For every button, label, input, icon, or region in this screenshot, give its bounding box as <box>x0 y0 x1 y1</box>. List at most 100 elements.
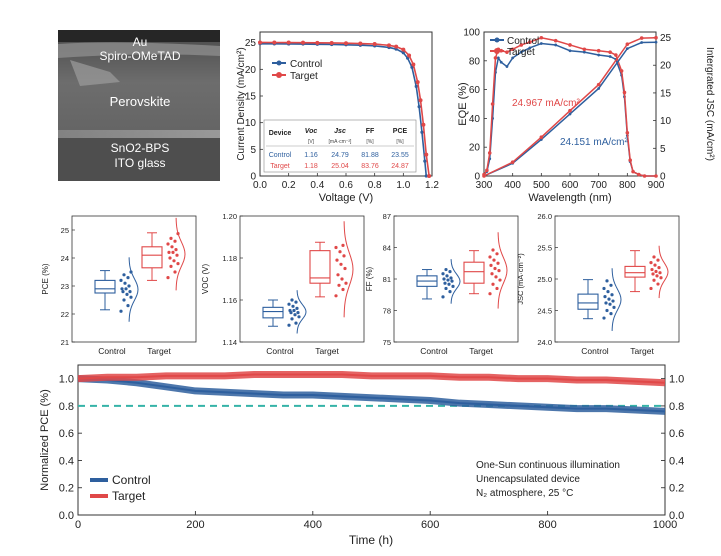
jsc-xtick-label-control: Control <box>581 346 609 356</box>
stability-y2tick-label: 0.2 <box>669 483 684 495</box>
jsc-target-point <box>656 258 660 262</box>
ff-target-point <box>491 282 495 286</box>
jv-legend-target: Target <box>290 71 318 82</box>
jsc-target-point <box>659 276 663 280</box>
jsc-target-point <box>656 282 660 286</box>
eqe-target-point <box>637 172 641 177</box>
ff-control-distribution <box>450 259 461 304</box>
jv-table-u-voc: [V] <box>308 139 315 145</box>
eqe-y2tick-label: 25 <box>660 33 672 44</box>
jsc-target-point <box>652 255 656 259</box>
ff-boxplot: 75 78 81 84 87 Control Target FF (%) <box>365 212 519 356</box>
voc-control-point <box>294 321 298 325</box>
jsc-xtick-label-target: Target <box>630 346 654 356</box>
eqe-control-point <box>539 42 543 45</box>
jsc-control-point <box>602 316 606 320</box>
jv-ytick-label: 20 <box>245 65 257 76</box>
eqe-xtick-label: 600 <box>562 180 579 191</box>
jsc-control-point <box>602 286 606 291</box>
voc-control-distribution <box>296 290 307 334</box>
pce-target-point <box>166 242 170 246</box>
sem-layer-spiro: Spiro-OMeTAD <box>99 49 180 63</box>
stability-annotation-1: One-Sun continuous illumination <box>476 460 620 471</box>
voc-xtick-label-control: Control <box>266 346 294 356</box>
stability-y2tick-label: 0.6 <box>669 428 684 440</box>
voc-control-point <box>290 298 294 302</box>
jv-legend-control: Control <box>290 59 322 70</box>
jsc-control-distribution <box>611 268 622 331</box>
pce-control-point <box>127 284 131 288</box>
jv-table-u-pce: [%] <box>396 139 404 145</box>
jsc-control-point <box>611 299 615 303</box>
jsc-control-box <box>577 293 599 310</box>
jsc-control-point <box>610 293 614 297</box>
voc-ytick-label: 1.14 <box>222 338 237 347</box>
eqe-jsc-control-point <box>654 40 658 44</box>
ff-target-point <box>498 278 502 282</box>
ff-target-point <box>489 263 493 267</box>
jsc-ytick-label: 24.5 <box>537 307 552 316</box>
jsc-control-point <box>603 295 607 299</box>
pce-boxplot: 21 22 23 24 25 Control Target PCE (%) <box>41 215 197 356</box>
pce-target-point <box>166 276 170 280</box>
stability-ytick-label: 1.0 <box>59 374 74 386</box>
ff-control-point <box>445 274 449 278</box>
eqe-target-point <box>505 50 509 54</box>
pce-target-point <box>174 248 178 252</box>
jv-control-point <box>423 159 427 163</box>
jv-ytick-label: 5 <box>250 145 256 156</box>
eqe-annotation-target: 24.967 mA/cm² <box>512 98 580 109</box>
jv-target-point <box>421 122 426 127</box>
jv-target-point <box>344 41 348 46</box>
pce-target-point <box>169 264 173 268</box>
pce-control-point <box>123 281 127 285</box>
stability-ytick-label: 0.2 <box>59 483 74 495</box>
eqe-target-point <box>490 102 495 106</box>
jsc-target-distribution <box>658 245 669 299</box>
jv-xtick-label: 0.8 <box>368 180 382 191</box>
voc-target-distribution <box>343 221 354 318</box>
pce-target-point <box>173 270 177 274</box>
pce-control-point <box>119 278 123 282</box>
jv-table-target-ff: 83.76 <box>361 163 379 170</box>
jv-target-point <box>315 40 320 45</box>
jsc-target-point <box>650 267 654 272</box>
jsc-control-point <box>605 308 609 313</box>
eqe-ytick-label: 60 <box>469 85 481 96</box>
voc-target-point <box>340 277 344 281</box>
eqe-target-point <box>485 168 489 173</box>
jv-target-point <box>418 98 423 103</box>
jv-control-point <box>417 105 421 109</box>
eqe-chart: 300 400 500 600 700 800 9000204060801000510152… <box>457 28 715 205</box>
voc-control-point <box>294 300 298 304</box>
ff-target-distribution <box>497 232 508 309</box>
stability-ytick-label: 0.8 <box>59 401 74 413</box>
voc-target-point <box>342 254 346 258</box>
jv-table-h-jsc: Jsc <box>334 128 346 135</box>
eqe-target-point <box>654 174 658 178</box>
pce-control-point <box>121 290 125 294</box>
eqe-xtick-label: 500 <box>533 180 550 191</box>
pce-target-point <box>172 259 176 263</box>
sem-layer-sno2: SnO2-BPS <box>111 141 170 155</box>
jsc-control-point <box>608 302 612 306</box>
stability-legend-control: Control <box>112 473 151 487</box>
jv-ytick-label: 25 <box>245 38 257 49</box>
voc-target-point <box>335 258 339 262</box>
eqe-jsc-target-point <box>539 135 544 140</box>
stability-ytick-label: 0.4 <box>59 455 74 467</box>
jsc-control-point <box>609 312 613 316</box>
eqe-ytick-label: 20 <box>469 143 481 154</box>
eqe-legend-control: Control <box>507 36 539 47</box>
voc-target-point <box>337 283 341 287</box>
eqe-jsc-target-point <box>482 174 486 178</box>
voc-plot-frame <box>239 215 365 343</box>
stability-plot-frame <box>77 364 666 516</box>
pce-ytick-label: 21 <box>61 338 69 347</box>
eqe-control-point <box>496 56 500 60</box>
voc-ylabel: VOC (V) <box>201 264 210 295</box>
eqe-xtick-label: 300 <box>476 180 493 191</box>
ff-xtick-label-target: Target <box>469 346 493 356</box>
voc-target-point <box>341 243 345 247</box>
pce-control-point <box>126 276 130 280</box>
